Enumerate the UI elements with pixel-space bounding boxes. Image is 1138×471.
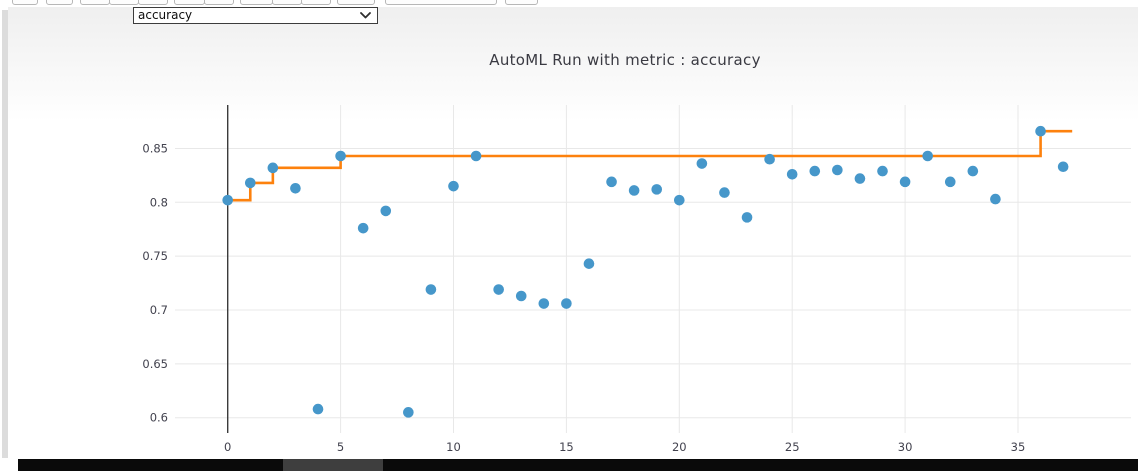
scatter-point bbox=[786, 168, 798, 180]
scatter-point bbox=[403, 407, 414, 418]
x-tick-label: 10 bbox=[446, 440, 461, 454]
scatter-point bbox=[583, 258, 595, 269]
y-tick-label: 0.75 bbox=[142, 249, 168, 263]
x-tick-label: 20 bbox=[672, 440, 687, 454]
scatter-point bbox=[922, 150, 933, 162]
y-tick-label: 0.85 bbox=[142, 141, 168, 155]
scatter-point bbox=[674, 194, 685, 206]
scatter-point bbox=[448, 180, 459, 192]
y-tick-label: 0.7 bbox=[150, 303, 168, 317]
scatter-point bbox=[267, 162, 279, 174]
x-tick-label: 5 bbox=[337, 440, 344, 454]
scatter-point bbox=[312, 403, 324, 415]
toolbar-button[interactable] bbox=[301, 0, 331, 5]
scatter-point bbox=[538, 298, 550, 309]
scatter-point bbox=[877, 165, 888, 177]
scatter-point bbox=[425, 284, 437, 295]
scatter-point bbox=[357, 222, 369, 234]
x-tick-label: 35 bbox=[1011, 440, 1026, 454]
scatter-point bbox=[335, 150, 346, 162]
scatter-point bbox=[561, 298, 572, 309]
chevron-down-icon bbox=[360, 12, 371, 19]
x-tick-label: 15 bbox=[559, 440, 574, 454]
left-scrollbar[interactable] bbox=[2, 10, 8, 458]
toolbar-button[interactable] bbox=[204, 0, 234, 5]
scatter-point bbox=[651, 184, 663, 195]
scatter-point bbox=[764, 153, 775, 165]
scatter-point bbox=[899, 176, 911, 188]
y-tick-label: 0.6 bbox=[150, 411, 168, 425]
scatter-point bbox=[244, 177, 256, 189]
scatter-point bbox=[967, 165, 979, 177]
scatter-point bbox=[606, 176, 617, 188]
bottom-scrollbar-track[interactable] bbox=[18, 459, 1138, 471]
scatter-point bbox=[854, 173, 866, 184]
toolbar-button[interactable] bbox=[337, 0, 375, 5]
toolbar-button[interactable] bbox=[138, 0, 168, 5]
scatter-point bbox=[515, 290, 527, 302]
top-background-fade bbox=[8, 7, 1138, 122]
toolbar-button[interactable] bbox=[12, 0, 38, 5]
scatter-point bbox=[493, 284, 504, 295]
chart-title: AutoML Run with metric : accuracy bbox=[489, 51, 761, 69]
scatter-point bbox=[696, 158, 708, 169]
scatter-point bbox=[1035, 125, 1046, 137]
x-tick-label: 30 bbox=[898, 440, 913, 454]
scatter-point bbox=[628, 185, 640, 196]
metric-select[interactable]: accuracy bbox=[133, 7, 378, 24]
bottom-scrollbar-thumb[interactable] bbox=[283, 459, 383, 471]
toolbar-button[interactable] bbox=[46, 0, 73, 5]
x-tick-label: 0 bbox=[224, 440, 231, 454]
scatter-point bbox=[222, 194, 233, 206]
metric-select-value: accuracy bbox=[138, 8, 193, 22]
scatter-point bbox=[719, 187, 730, 198]
x-tick-label: 25 bbox=[785, 440, 800, 454]
scatter-point bbox=[832, 164, 843, 176]
scatter-point bbox=[380, 205, 392, 217]
toolbar-button[interactable] bbox=[385, 0, 497, 5]
scatter-point bbox=[1057, 161, 1069, 173]
scatter-point bbox=[990, 193, 1001, 205]
scatter-point bbox=[470, 150, 482, 162]
toolbar-button[interactable] bbox=[505, 0, 538, 5]
scatter-point bbox=[944, 176, 956, 188]
scatter-point bbox=[809, 165, 821, 177]
y-tick-label: 0.65 bbox=[142, 357, 168, 371]
best-so-far-line bbox=[227, 129, 1073, 202]
scatter-point bbox=[741, 212, 753, 223]
y-tick-label: 0.8 bbox=[150, 195, 168, 209]
scatter-point bbox=[290, 182, 301, 194]
